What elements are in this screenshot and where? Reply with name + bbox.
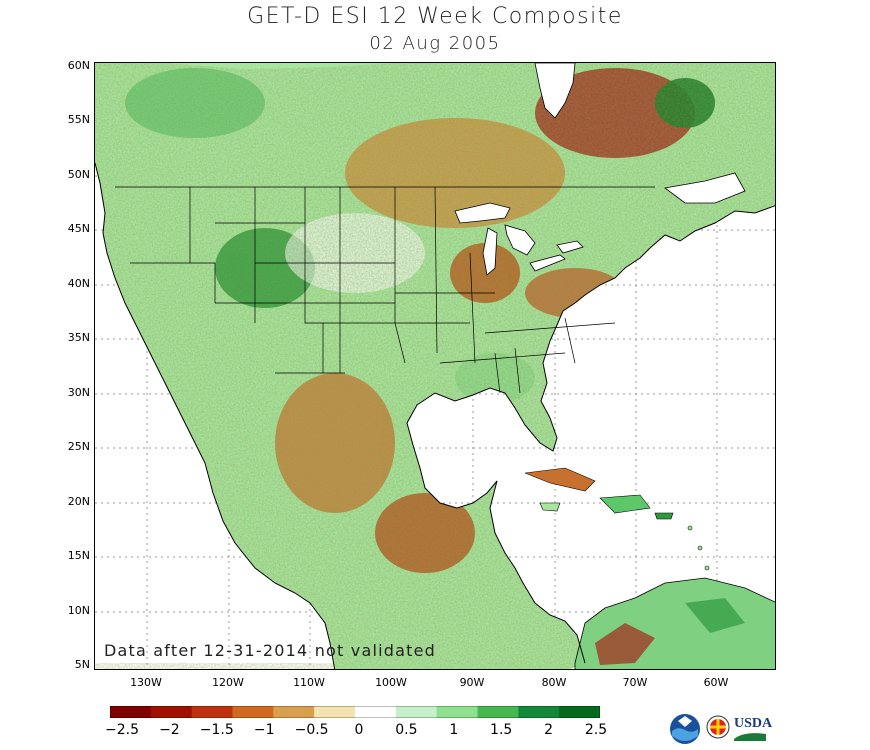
colorbar-segment <box>150 706 193 718</box>
colorbar-label: −2 <box>159 722 180 738</box>
colorbar-label: −1 <box>253 722 275 738</box>
colorbar-segment <box>273 706 315 718</box>
colorbar-segment <box>518 706 560 718</box>
great-lakes <box>454 202 584 276</box>
university-seal-icon <box>706 715 730 739</box>
lon-label-130w: 130W <box>130 676 162 689</box>
map-date: 02 Aug 2005 <box>369 33 501 54</box>
esi-map <box>95 63 775 669</box>
lat-label-60n: 60N <box>67 59 90 72</box>
colorbar-label: 1 <box>449 722 459 738</box>
lat-label-50n: 50N <box>67 168 90 181</box>
colorbar-segment <box>395 706 438 718</box>
map-title: GET-D ESI 12 Week Composite <box>247 4 623 29</box>
usda-logo: USDA <box>734 716 773 731</box>
lat-label-35n: 35N <box>67 331 90 344</box>
lon-label-100w: 100W <box>375 676 407 689</box>
hudson-bay <box>534 63 576 119</box>
validation-note: Data after 12-31-2014 not validated <box>104 641 436 660</box>
colorbar-segment <box>559 706 600 718</box>
lat-label-10n: 10N <box>67 604 90 617</box>
caribbean-islands <box>524 467 710 571</box>
lon-label-80w: 80W <box>541 676 567 689</box>
colorbar-segment <box>436 706 478 718</box>
lat-label-40n: 40N <box>67 277 90 290</box>
state-boundaries <box>115 186 655 394</box>
lon-label-90w: 90W <box>459 676 485 689</box>
lat-label-20n: 20N <box>67 495 90 508</box>
colorbar-label: 0 <box>354 722 364 738</box>
colorbar-label: −2.5 <box>105 722 139 738</box>
colorbar-segment <box>110 706 152 718</box>
lat-label-30n: 30N <box>67 386 90 399</box>
colorbar-label: 2.5 <box>584 722 608 738</box>
lat-label-5n: 5N <box>74 658 90 671</box>
colorbar-segment <box>477 706 519 718</box>
colorbar-label: 1.5 <box>490 722 513 738</box>
lat-label-25n: 25N <box>67 440 90 453</box>
lon-label-70w: 70W <box>622 676 648 689</box>
landmass-north-america <box>95 63 775 669</box>
colorbar-segment <box>191 706 233 718</box>
colorbar-label: 2 <box>544 722 554 738</box>
colorbar-segment <box>232 706 274 718</box>
lon-label-110w: 110W <box>293 676 325 689</box>
colorbar-label: −0.5 <box>294 722 329 738</box>
lon-label-60w: 60W <box>703 676 729 689</box>
colorbar <box>110 706 600 718</box>
noaa-logo-icon <box>670 714 700 744</box>
colorbar-segment <box>355 706 397 718</box>
lat-label-55n: 55N <box>67 113 90 126</box>
colorbar-label: 0.5 <box>395 722 418 738</box>
usda-logo-icon <box>734 733 766 741</box>
lat-label-15n: 15N <box>67 549 90 562</box>
coastline <box>95 162 775 669</box>
colorbar-label: −1.5 <box>199 722 234 738</box>
map-area <box>94 62 776 670</box>
gulf-of-st-lawrence <box>664 172 746 204</box>
colorbar-segment <box>314 706 356 718</box>
lon-label-120w: 120W <box>212 676 244 689</box>
lat-label-45n: 45N <box>67 222 90 235</box>
